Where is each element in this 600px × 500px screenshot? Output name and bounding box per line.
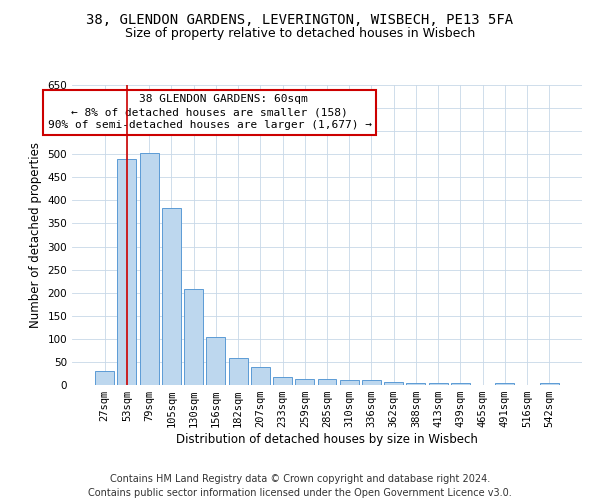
Bar [206, 337, 225, 385]
Bar [429, 382, 448, 385]
Bar [118, 159, 136, 385]
Bar [362, 380, 381, 385]
Bar [384, 382, 403, 385]
Text: Contains HM Land Registry data © Crown copyright and database right 2024.
Contai: Contains HM Land Registry data © Crown c… [88, 474, 512, 498]
Bar [496, 382, 514, 385]
Bar [229, 358, 248, 385]
Y-axis label: Number of detached properties: Number of detached properties [29, 142, 42, 328]
Bar [317, 380, 337, 385]
Bar [251, 366, 270, 385]
Bar [184, 289, 203, 385]
Text: 38, GLENDON GARDENS, LEVERINGTON, WISBECH, PE13 5FA: 38, GLENDON GARDENS, LEVERINGTON, WISBEC… [86, 12, 514, 26]
Bar [451, 382, 470, 385]
Bar [273, 376, 292, 385]
Bar [140, 153, 158, 385]
Bar [162, 208, 181, 385]
Text: 38 GLENDON GARDENS: 60sqm
← 8% of detached houses are smaller (158)
90% of semi-: 38 GLENDON GARDENS: 60sqm ← 8% of detach… [48, 94, 372, 130]
Text: Size of property relative to detached houses in Wisbech: Size of property relative to detached ho… [125, 28, 475, 40]
Bar [340, 380, 359, 385]
Bar [406, 383, 425, 385]
Bar [295, 378, 314, 385]
Bar [95, 371, 114, 385]
X-axis label: Distribution of detached houses by size in Wisbech: Distribution of detached houses by size … [176, 433, 478, 446]
Bar [540, 382, 559, 385]
